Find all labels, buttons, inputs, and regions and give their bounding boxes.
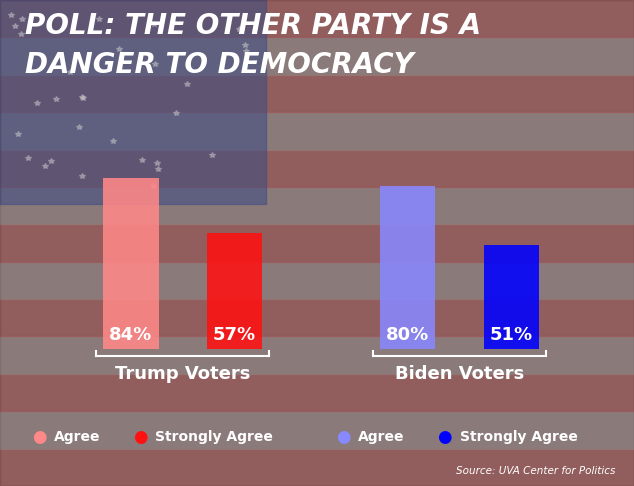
Text: Source: UVA Center for Politics: Source: UVA Center for Politics <box>456 466 615 476</box>
Bar <box>0 187 634 225</box>
Text: 80%: 80% <box>386 326 429 344</box>
Bar <box>0 225 634 261</box>
Bar <box>0 75 634 112</box>
Bar <box>0 0 634 37</box>
Bar <box>0 299 634 336</box>
Text: Biden Voters: Biden Voters <box>395 365 524 383</box>
Text: 84%: 84% <box>109 326 152 344</box>
Text: 51%: 51% <box>489 326 533 344</box>
Text: Agree: Agree <box>358 431 404 444</box>
Bar <box>0 374 634 411</box>
Text: Agree: Agree <box>54 431 100 444</box>
Text: Strongly Agree: Strongly Agree <box>460 431 578 444</box>
Bar <box>0 0 266 204</box>
Text: POLL: THE OTHER PARTY IS A: POLL: THE OTHER PARTY IS A <box>25 12 481 40</box>
Text: ●: ● <box>133 428 148 447</box>
Bar <box>207 233 262 348</box>
Text: Strongly Agree: Strongly Agree <box>155 431 273 444</box>
Bar <box>484 245 539 348</box>
Text: Trump Voters: Trump Voters <box>115 365 250 383</box>
Bar <box>0 336 634 374</box>
Bar <box>380 186 435 348</box>
Bar <box>0 449 634 486</box>
Bar <box>0 112 634 150</box>
Bar <box>0 261 634 299</box>
Text: ●: ● <box>437 428 452 447</box>
Bar <box>0 411 634 449</box>
Bar <box>0 150 634 187</box>
Text: DANGER TO DEMOCRACY: DANGER TO DEMOCRACY <box>25 51 414 79</box>
Text: ●: ● <box>32 428 46 447</box>
Bar <box>103 178 158 348</box>
Bar <box>0 37 634 75</box>
Text: ●: ● <box>336 428 351 447</box>
Text: 57%: 57% <box>213 326 256 344</box>
